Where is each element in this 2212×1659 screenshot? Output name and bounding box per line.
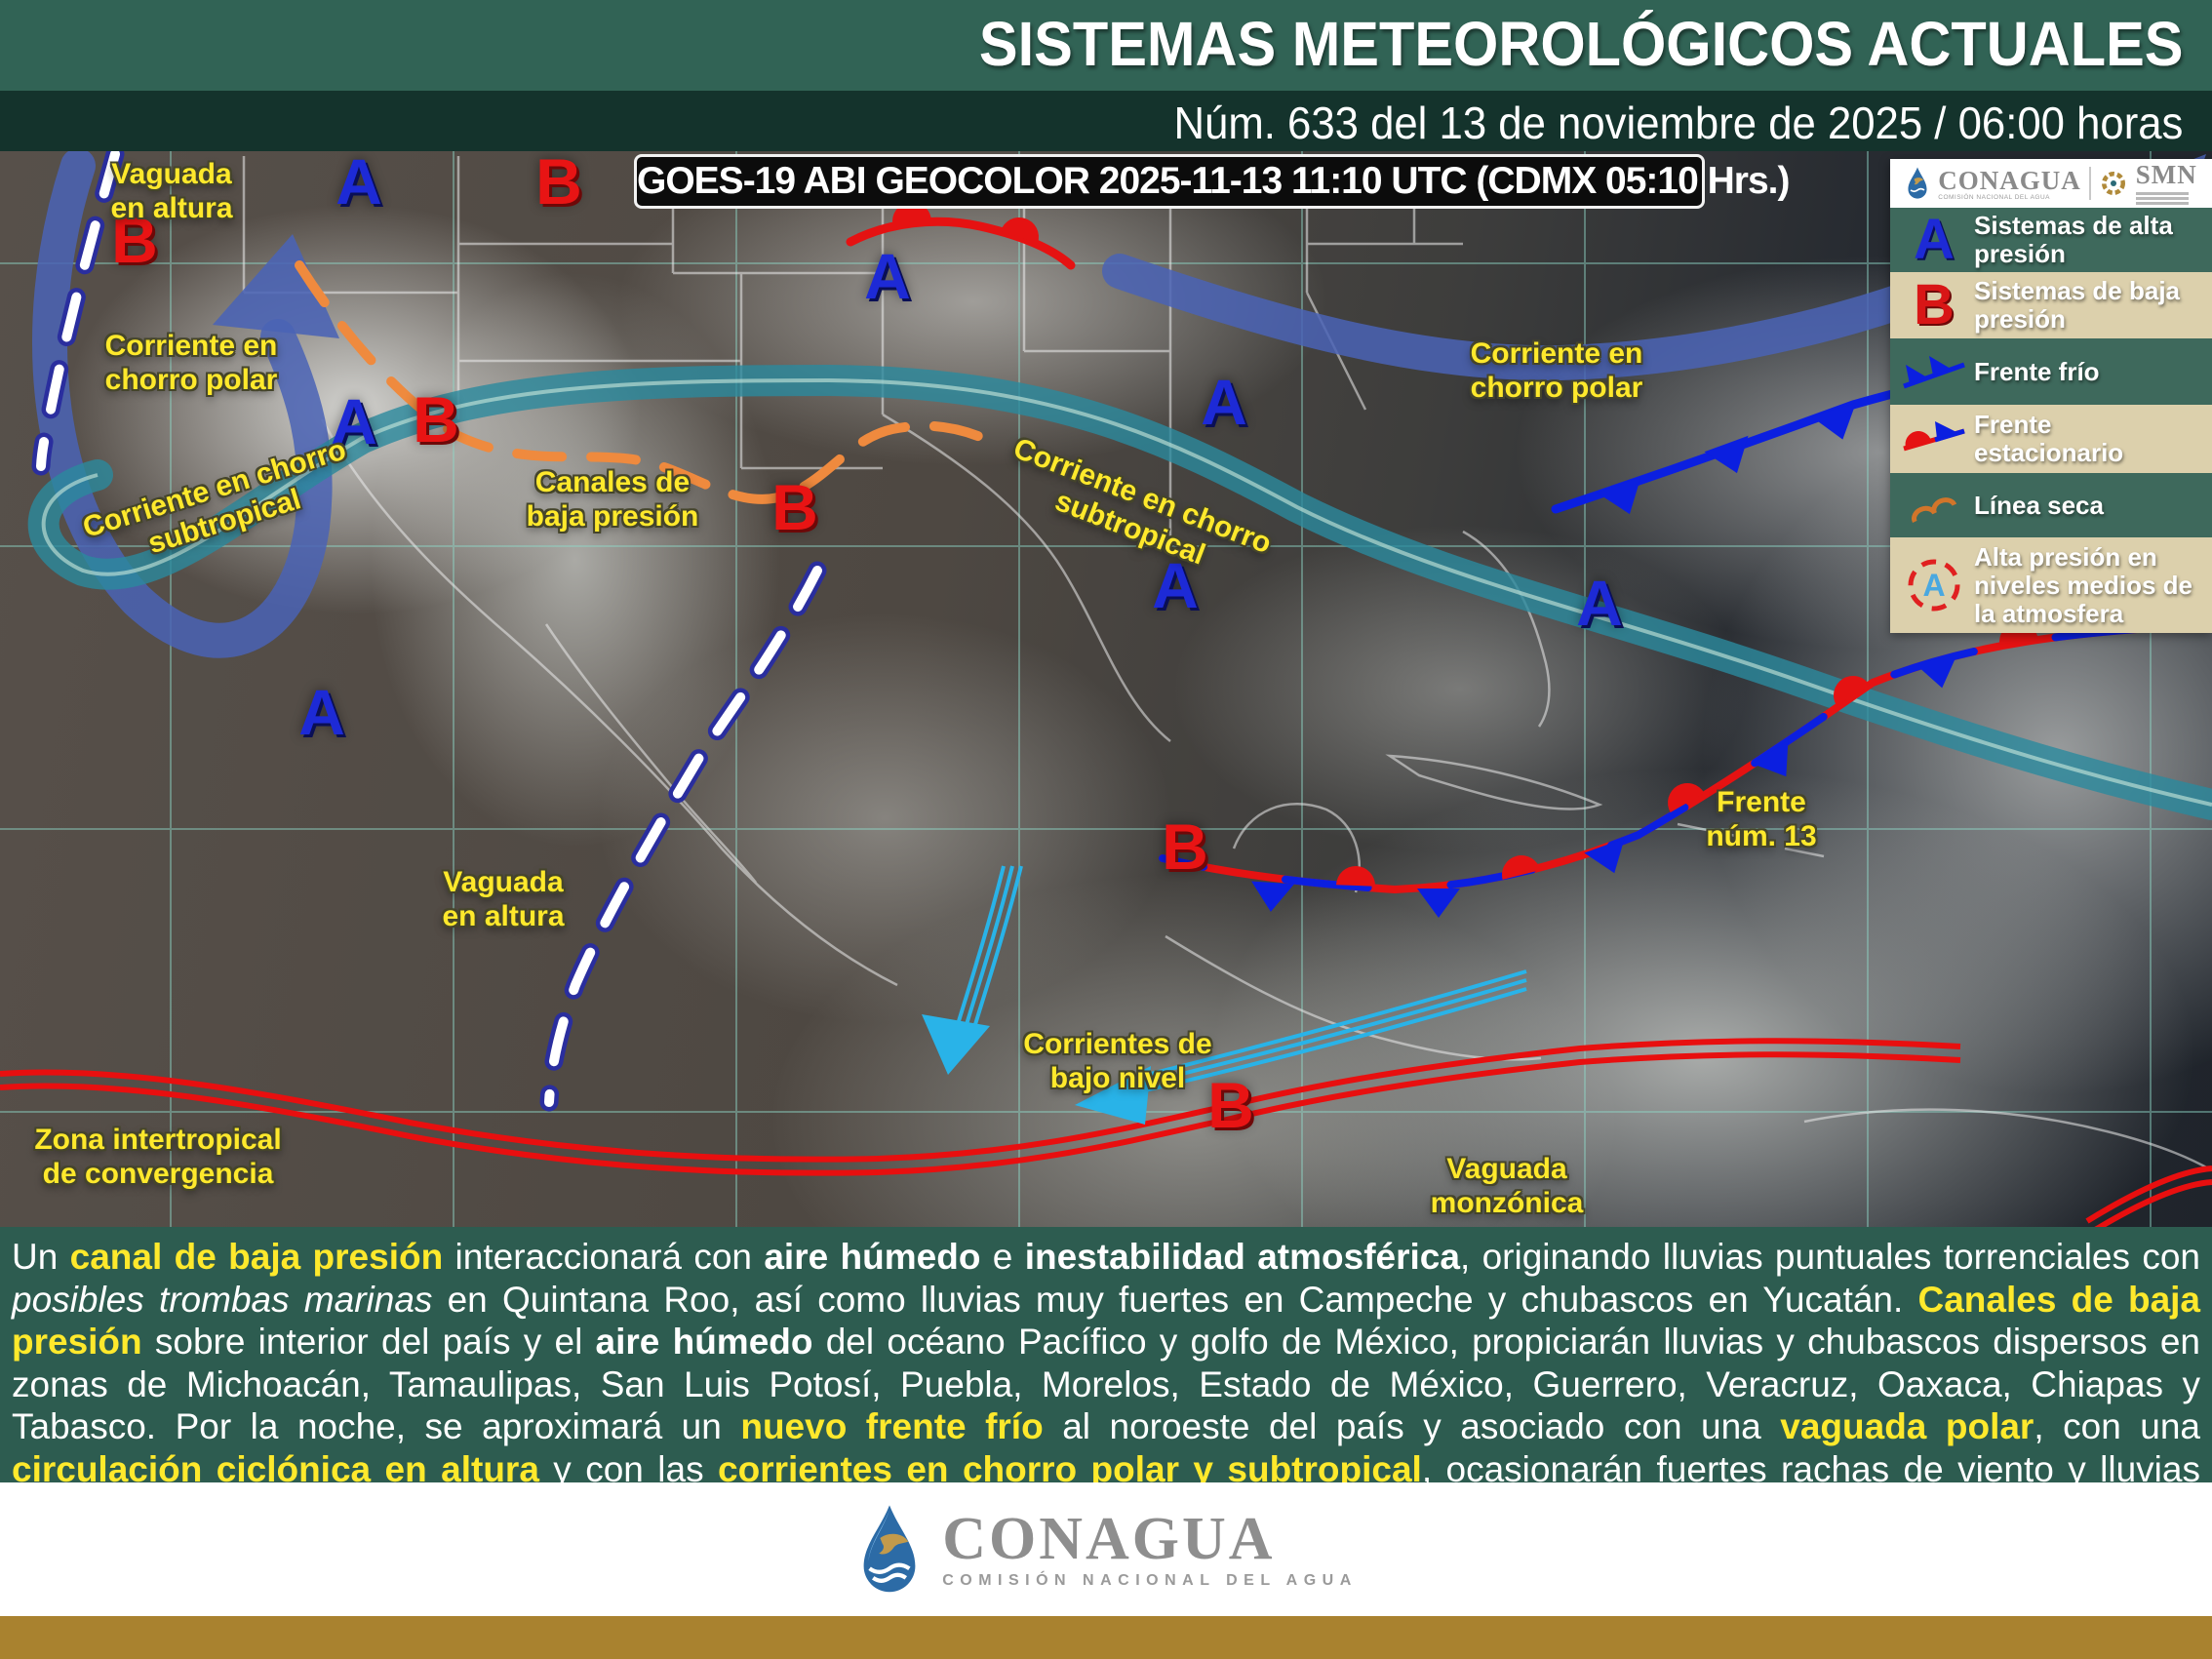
low-level-current-arrow-south (922, 865, 1023, 1075)
legend-item-dry-line: Línea seca (1890, 473, 2212, 537)
footer: CONAGUA COMISIÓN NACIONAL DEL AGUA (0, 1482, 2212, 1616)
legend-item-low-pressure: B Sistemas de baja presión (1890, 272, 2212, 338)
satellite-map: GOES-19 ABI GEOCOLOR 2025-11-13 11:10 UT… (0, 151, 2212, 1227)
legend-item-label: Frente frío (1974, 356, 2100, 386)
footer-org-subtitle: COMISIÓN NACIONAL DEL AGUA (942, 1571, 1358, 1589)
label-upper-trough-central: Vaguada en altura (442, 866, 565, 932)
high-pressure-marker: A (298, 676, 345, 748)
high-pressure-marker: A (1201, 366, 1247, 438)
low-pressure-marker: B (1207, 1069, 1254, 1141)
label-polar-jet-east: Corriente en chorro polar (1470, 337, 1643, 404)
low-pressure-marker: B (771, 471, 818, 543)
smn-wordmark: SMN (2135, 160, 2197, 189)
high-pressure-marker: A (1152, 549, 1199, 621)
high-pressure-marker: A (336, 151, 382, 217)
label-low-pressure-channels: Canales de baja presión (526, 466, 699, 533)
high-pressure-marker: A (864, 240, 911, 312)
legend-item-mid-level-high: A Alta presión en niveles medios de la a… (1890, 537, 2212, 633)
polar-jet-west (32, 151, 339, 658)
coastline-borders (242, 156, 2212, 1172)
low-pressure-marker: B (111, 204, 158, 276)
upper-trough-central (539, 561, 827, 1112)
stationary-front-13 (1159, 620, 2212, 918)
label-low-level-currents: Corrientes de bajo nivel (1023, 1028, 1212, 1094)
legend-item-label: Frente estacionario (1974, 410, 2124, 467)
legend-item-high-pressure: A Sistemas de alta presión (1890, 208, 2212, 272)
low-pressure-b-icon: B (1914, 273, 1955, 336)
title-bar: SISTEMAS METEOROLÓGICOS ACTUALES (0, 0, 2212, 91)
legend-item-label: Alta presión en niveles medios de la atm… (1974, 541, 2192, 628)
low-pressure-marker: B (1162, 810, 1208, 883)
label-upper-trough-nw: Vaguada en altura (110, 158, 233, 224)
bottom-gold-bar (0, 1616, 2212, 1659)
smn-sub-lines (2135, 192, 2197, 205)
conagua-wordmark: CONAGUA (1938, 166, 2081, 195)
low-level-current-arrow-east (1075, 969, 1527, 1125)
upper-trough-nw (31, 151, 125, 476)
label-polar-jet-west: Corriente en chorro polar (104, 330, 278, 396)
high-pressure-marker: A (331, 385, 377, 457)
label-itcz: Zona intertropical de convergencia (34, 1124, 282, 1190)
legend-item-label: Línea seca (1974, 490, 2104, 520)
subtropical-jet (27, 364, 2212, 820)
high-pressure-marker: A (1576, 567, 1623, 639)
label-front-13: Frente núm. 13 (1706, 786, 1817, 852)
high-pressure-a-icon: A (1914, 208, 1955, 271)
logo-divider (2088, 167, 2091, 200)
conagua-logo-icon (863, 1504, 916, 1592)
itcz-line (0, 1038, 2212, 1227)
label-monsoon-trough: Vaguada monzónica (1430, 1153, 1584, 1219)
bulletin-number: Núm. 633 del 13 de noviembre de 2025 / 0… (1173, 98, 2183, 148)
legend-logo-header: CONAGUA COMISIÓN NACIONAL DEL AGUA SMN (1890, 159, 2212, 208)
legend-item-label: Sistemas de alta presión (1974, 211, 2173, 268)
smn-seal-icon (2101, 172, 2125, 195)
forecast-summary: Un canal de baja presión interaccionará … (0, 1227, 2212, 1531)
page-title: SISTEMAS METEOROLÓGICOS ACTUALES (978, 9, 2183, 79)
conagua-sub: COMISIÓN NACIONAL DEL AGUA (1938, 194, 2050, 201)
dry-line-icon (1912, 497, 1957, 524)
cold-front-icon (1903, 356, 1965, 389)
low-pressure-marker: B (413, 383, 459, 455)
footer-org-name: CONAGUA (942, 1505, 1276, 1572)
map-legend: CONAGUA COMISIÓN NACIONAL DEL AGUA SMN A… (1890, 159, 2212, 633)
legend-item-label: Sistemas de baja presión (1974, 276, 2180, 334)
low-pressure-marker: B (535, 151, 582, 217)
mid-level-high-icon: A (1908, 559, 1960, 612)
low-pressure-channel-dashed-line (295, 260, 985, 504)
svg-text:A: A (1922, 568, 1945, 603)
subtitle-bar: Núm. 633 del 13 de noviembre de 2025 / 0… (0, 91, 2212, 151)
legend-item-stationary-front: Frente estacionario (1890, 405, 2212, 473)
legend-item-cold-front: Frente frío (1890, 338, 2212, 405)
conagua-drop-icon (1908, 167, 1927, 199)
map-overlay-graphics (0, 151, 2212, 1227)
stationary-front-icon (1903, 421, 1965, 452)
satellite-caption: GOES-19 ABI GEOCOLOR 2025-11-13 11:10 UT… (634, 154, 1790, 209)
